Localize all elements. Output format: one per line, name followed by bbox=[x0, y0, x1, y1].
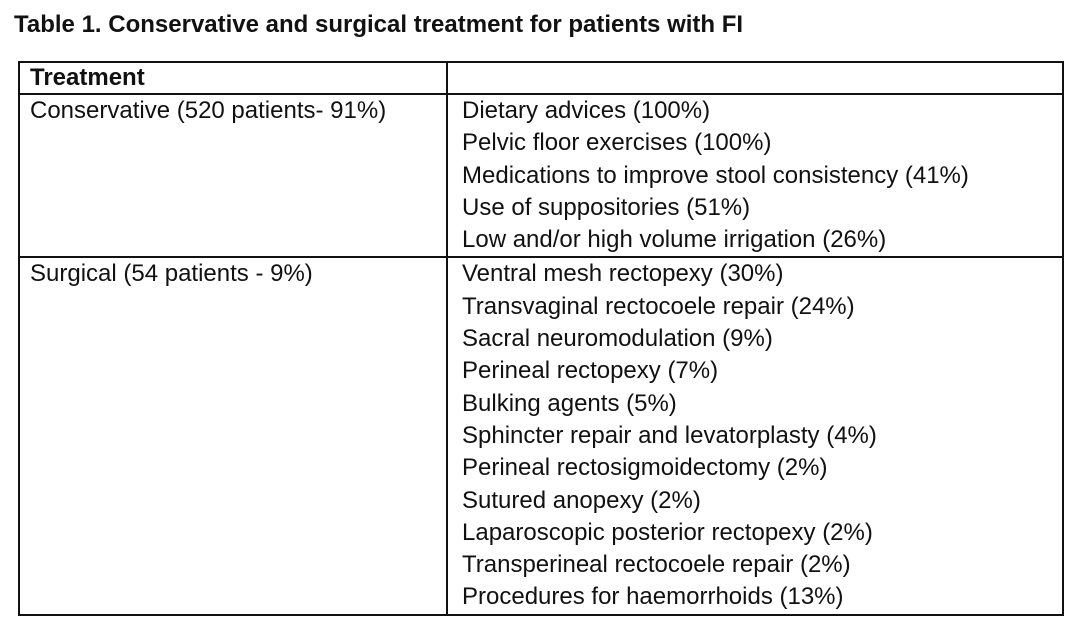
list-item: Bulking agents (5%) bbox=[462, 389, 677, 417]
cell-surgical-items: Ventral mesh rectopexy (30%) Transvagina… bbox=[446, 256, 1064, 616]
cell-conservative-items: Dietary advices (100%) Pelvic floor exer… bbox=[446, 92, 1064, 259]
table-caption: Table 1. Conservative and surgical treat… bbox=[14, 11, 744, 38]
list-item: Transperineal rectocoele repair (2%) bbox=[462, 551, 851, 579]
row-conservative: Conservative (520 patients- 91%) Dietary… bbox=[18, 92, 1064, 259]
list-item: Procedures for haemorrhoids (13%) bbox=[462, 583, 844, 611]
list-item: Laparoscopic posterior rectopexy (2%) bbox=[462, 518, 873, 546]
list-item: Pelvic floor exercises (100%) bbox=[462, 129, 772, 157]
list-item: Medications to improve stool consistency… bbox=[462, 161, 969, 189]
treatment-table: Treatment Conservative (520 patients- 91… bbox=[18, 61, 1064, 616]
list-item: Transvaginal rectocoele repair (24%) bbox=[462, 292, 855, 320]
list-item: Low and/or high volume irrigation (26%) bbox=[462, 226, 887, 254]
list-item: Sutured anopexy (2%) bbox=[462, 486, 701, 514]
list-item: Perineal rectopexy (7%) bbox=[462, 357, 719, 385]
list-item: Sacral neuromodulation (9%) bbox=[462, 325, 773, 353]
cell-surgical-group: Surgical (54 patients - 9%) bbox=[18, 256, 448, 616]
cell-conservative-group: Conservative (520 patients- 91%) bbox=[18, 92, 448, 259]
list-item: Sphincter repair and levatorplasty (4%) bbox=[462, 421, 877, 449]
list-item: Dietary advices (100%) bbox=[462, 97, 711, 124]
conservative-item-list: Dietary advices (100%) Pelvic floor exer… bbox=[462, 95, 1052, 256]
header-empty bbox=[446, 61, 1064, 95]
list-item: Use of suppositories (51%) bbox=[462, 193, 751, 221]
table-header-row: Treatment bbox=[18, 61, 1064, 95]
list-item: Ventral mesh rectopexy (30%) bbox=[462, 260, 784, 288]
conservative-label: Conservative (520 patients- 91%) bbox=[30, 97, 387, 124]
row-surgical: Surgical (54 patients - 9%) Ventral mesh… bbox=[18, 256, 1064, 616]
surgical-item-list: Ventral mesh rectopexy (30%) Transvagina… bbox=[462, 258, 1052, 613]
surgical-label: Surgical (54 patients - 9%) bbox=[30, 260, 313, 288]
header-treatment: Treatment bbox=[18, 61, 448, 95]
list-item: Perineal rectosigmoidectomy (2%) bbox=[462, 454, 828, 482]
